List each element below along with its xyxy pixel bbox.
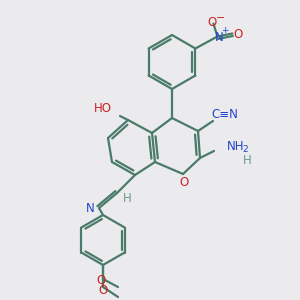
Text: C≡N: C≡N — [212, 109, 239, 122]
Text: −: − — [216, 14, 225, 23]
Text: 2: 2 — [242, 146, 248, 154]
Text: O: O — [96, 274, 106, 287]
Text: O: O — [179, 176, 189, 190]
Text: NH: NH — [227, 140, 244, 154]
Text: O: O — [98, 284, 108, 298]
Text: O: O — [208, 16, 217, 29]
Text: HO: HO — [94, 103, 112, 116]
Text: +: + — [220, 26, 228, 35]
Text: O: O — [234, 28, 243, 41]
Text: H: H — [123, 191, 131, 205]
Text: H: H — [243, 154, 251, 166]
Text: N: N — [215, 31, 224, 44]
Text: N: N — [86, 202, 95, 215]
